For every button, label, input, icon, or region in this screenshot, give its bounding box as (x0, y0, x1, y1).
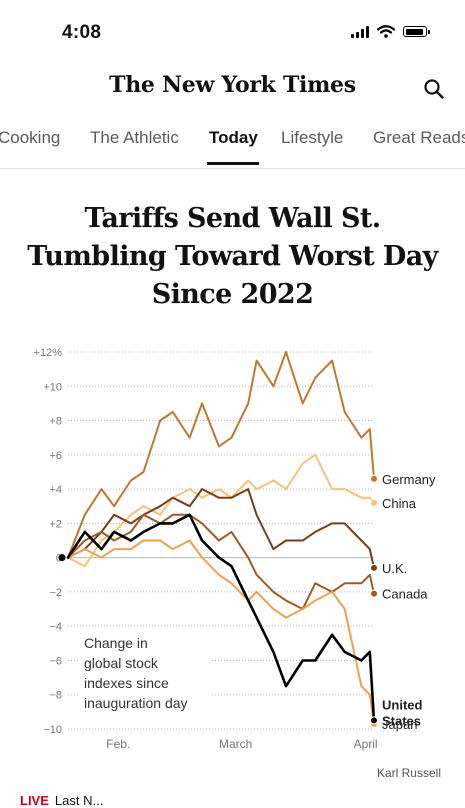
y-tick-label: −2 (49, 587, 62, 599)
headline-line: Since 2022 (151, 279, 314, 310)
annotation-line: indexes since (84, 675, 169, 691)
annotation-line: inauguration day (84, 695, 188, 711)
series-line-japan (67, 539, 375, 725)
y-tick-label: −8 (49, 690, 62, 702)
series-line-united-states (66, 513, 376, 722)
chart-credit: Karl Russell (376, 766, 441, 780)
live-text: Last N... (54, 793, 104, 808)
series-end-label: United (382, 697, 423, 712)
status-bar: 4:08 (0, 0, 465, 66)
tab-the-athletic[interactable]: The Athletic (90, 128, 179, 147)
stock-index-chart: +12%+10+8+6+4+20−2−4−6−8−10Feb.MarchApri… (34, 347, 436, 751)
series-end-label: Germany (382, 472, 436, 487)
battery-icon (403, 26, 430, 37)
series-end-point (370, 498, 378, 507)
masthead: The New York Times (0, 66, 465, 112)
headline-line: Tariffs Send Wall St. (84, 203, 381, 234)
active-tab-indicator (207, 162, 259, 165)
cellular-signal-icon (351, 25, 369, 38)
y-tick-label: +4 (49, 484, 62, 496)
series-line-germany (67, 351, 375, 559)
y-tick-label: +12% (34, 347, 63, 359)
series-end-label: China (382, 496, 417, 511)
status-time: 4:08 (62, 22, 102, 43)
y-tick-label: +10 (43, 381, 62, 393)
y-tick-label: −4 (49, 621, 62, 633)
section-nav: Cooking The Athletic Today Lifestyle Gre… (0, 118, 465, 169)
series-start-point (58, 554, 66, 562)
tab-today[interactable]: Today (209, 128, 258, 147)
series-line-u-k- (67, 488, 375, 569)
live-banner[interactable]: LIVE Last N... (20, 793, 103, 808)
y-tick-label: +8 (49, 416, 62, 428)
live-label: LIVE (20, 793, 49, 808)
x-tick-label: March (219, 737, 252, 751)
wifi-icon (377, 25, 395, 38)
series-end-point (370, 563, 378, 572)
series-end-point (370, 589, 378, 598)
tab-cooking[interactable]: Cooking (0, 128, 61, 147)
status-icons (351, 25, 430, 38)
y-tick-label: +6 (49, 450, 62, 462)
x-tick-label: April (354, 737, 378, 751)
series-end-point (370, 716, 378, 725)
tab-great-reads[interactable]: Great Reads (373, 128, 465, 147)
series-end-label: U.K. (382, 561, 407, 576)
series-line-canada (67, 513, 375, 610)
annotation-background (80, 632, 210, 716)
series-end-label: States (382, 713, 421, 728)
y-tick-label: +2 (49, 518, 62, 530)
nyt-logo[interactable]: The New York Times (109, 72, 356, 98)
series-end-point (370, 474, 378, 483)
article-headline[interactable]: Tariffs Send Wall St. Tumbling Toward Wo… (10, 200, 455, 314)
y-tick-label: −10 (43, 724, 62, 736)
series-end-label: Japan (382, 717, 417, 732)
series-end-label: Canada (382, 587, 428, 602)
x-tick-label: Feb. (106, 737, 130, 751)
annotation-line: global stock (84, 655, 159, 671)
headline-line: Tumbling Toward Worst Day (27, 241, 438, 272)
annotation-line: Change in (84, 635, 148, 651)
tab-lifestyle[interactable]: Lifestyle (281, 128, 344, 147)
y-tick-label: −6 (49, 655, 62, 667)
search-icon[interactable] (421, 76, 447, 102)
